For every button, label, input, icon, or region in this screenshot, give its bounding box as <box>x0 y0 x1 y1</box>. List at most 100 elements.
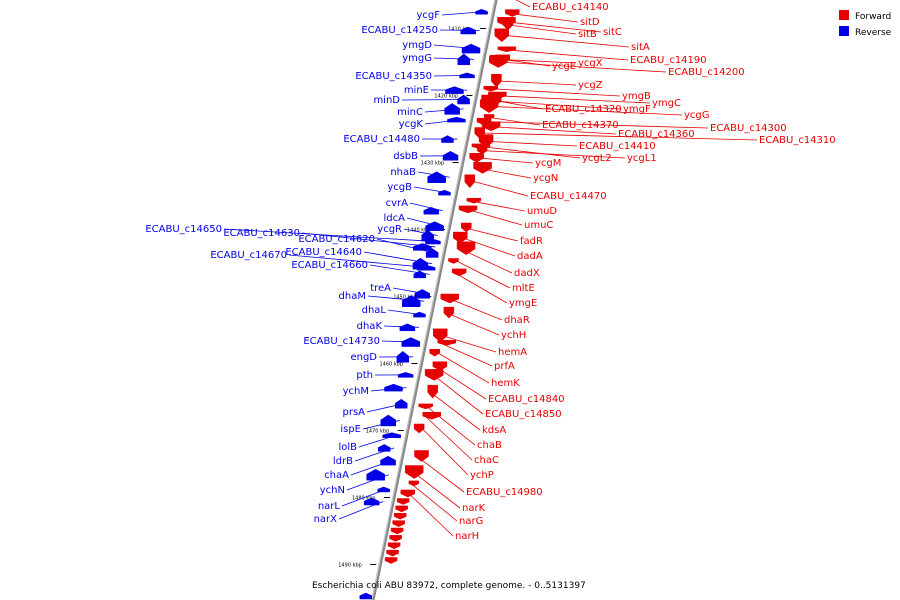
reverse-gene-label[interactable]: treA <box>370 283 391 294</box>
reverse-gene-label[interactable]: ECABU_c14650 <box>145 224 222 235</box>
forward-gene-label[interactable]: ECABU_c14370 <box>542 120 619 131</box>
forward-gene-label[interactable]: ECABU_c14360 <box>618 129 695 140</box>
forward-gene-label[interactable]: ycgE <box>552 61 576 72</box>
reverse-gene-arrow <box>366 468 385 481</box>
forward-gene-label[interactable]: mltE <box>512 283 535 294</box>
forward-gene-label[interactable]: ycgL1 <box>627 153 657 164</box>
forward-gene-label[interactable]: prfA <box>494 361 515 372</box>
forward-gene-arrow <box>429 349 440 357</box>
forward-gene-label[interactable]: kdsA <box>482 425 506 436</box>
forward-gene-label[interactable]: ycgL2 <box>582 153 612 164</box>
forward-gene-label[interactable]: ECABU_c14140 <box>532 2 609 13</box>
forward-gene-leader <box>466 209 523 226</box>
forward-gene-label[interactable]: ECABU_c14310 <box>759 135 836 146</box>
reverse-gene-label[interactable]: ymgD <box>402 40 432 51</box>
reverse-gene-arrow <box>416 264 436 271</box>
forward-gene-label[interactable]: ymgB <box>622 91 651 102</box>
forward-gene-label[interactable]: ymgC <box>652 98 681 109</box>
reverse-gene-label[interactable]: ECABU_c14350 <box>355 71 432 82</box>
reverse-gene-label[interactable]: ECABU_c14480 <box>343 134 420 145</box>
forward-gene-label[interactable]: ECABU_c14410 <box>579 141 656 152</box>
reverse-gene-label[interactable]: ychM <box>343 386 369 397</box>
forward-gene-label[interactable]: ECABU_c14200 <box>668 67 745 78</box>
forward-gene-label[interactable]: ycgN <box>533 173 558 184</box>
forward-gene-label[interactable]: narG <box>459 516 483 527</box>
reverse-gene-label[interactable]: ycgB <box>387 182 412 193</box>
forward-gene-leader <box>515 0 531 8</box>
reverse-gene-label[interactable]: dhaK <box>357 321 383 332</box>
forward-gene-label[interactable]: ECABU_c14190 <box>630 55 707 66</box>
reverse-gene-label[interactable]: pth <box>356 370 373 381</box>
forward-gene-label[interactable]: ECABU_c14470 <box>530 191 607 202</box>
reverse-gene-label[interactable]: ycgK <box>399 119 424 130</box>
reverse-gene-label[interactable]: ychN <box>320 485 345 496</box>
forward-gene-label[interactable]: ECABU_c14300 <box>710 123 787 134</box>
forward-gene-label[interactable]: dhaR <box>504 315 530 326</box>
forward-gene-label[interactable]: sitA <box>631 42 650 53</box>
reverse-gene-label[interactable]: engD <box>350 352 377 363</box>
forward-gene-label[interactable]: ycgG <box>684 110 710 121</box>
forward-gene-label[interactable]: sitB <box>578 29 597 40</box>
forward-gene-label[interactable]: chaB <box>477 440 502 451</box>
forward-gene-leader <box>504 24 577 35</box>
reverse-gene-label[interactable]: ispE <box>340 424 361 435</box>
reverse-gene-label[interactable]: minE <box>404 85 429 96</box>
forward-gene-leader <box>477 157 534 164</box>
reverse-gene-label[interactable]: nhaB <box>390 167 416 178</box>
reverse-gene-label[interactable]: ycgF <box>416 10 440 21</box>
forward-gene-label[interactable]: ychP <box>470 470 494 481</box>
reverse-gene-label[interactable]: minC <box>397 107 423 118</box>
forward-gene-label[interactable]: sitD <box>580 17 600 28</box>
forward-gene-label[interactable]: ycgZ <box>578 80 603 91</box>
forward-gene-label[interactable]: umuD <box>527 206 557 217</box>
reverse-gene-label[interactable]: lolB <box>338 442 357 453</box>
reverse-gene-label[interactable]: ECABU_c14630 <box>223 228 300 239</box>
reverse-gene-leader <box>381 340 416 343</box>
forward-gene-label[interactable]: ECABU_c14980 <box>466 487 543 498</box>
forward-gene-leader <box>434 365 487 400</box>
forward-gene-label[interactable]: ECABU_c14850 <box>485 409 562 420</box>
reverse-gene-label[interactable]: narL <box>318 501 341 512</box>
reverse-gene-label[interactable]: dsbB <box>393 151 418 162</box>
forward-gene-label[interactable]: ymgF <box>623 104 651 115</box>
forward-gene-label[interactable]: ycgM <box>535 158 561 169</box>
reverse-gene-label[interactable]: ECABU_c14620 <box>298 234 375 245</box>
reverse-gene-label[interactable]: minD <box>373 95 400 106</box>
forward-gene-label[interactable]: fadR <box>520 236 543 247</box>
reverse-gene-label[interactable]: narX <box>314 514 338 525</box>
reverse-gene-label[interactable]: chaA <box>324 470 349 481</box>
kbp-tick-label: 1410 kbp <box>448 27 472 33</box>
forward-gene-label[interactable]: ymgE <box>509 298 537 309</box>
forward-gene-label[interactable]: dadA <box>517 251 543 262</box>
forward-gene-label[interactable]: umuC <box>524 220 553 231</box>
reverse-gene-label[interactable]: ECABU_c14670 <box>210 250 287 261</box>
reverse-gene-label[interactable]: ECABU_c14640 <box>285 247 362 258</box>
reverse-gene-label[interactable]: ycgR <box>377 224 402 235</box>
reverse-gene-label[interactable]: ECABU_c14660 <box>291 260 368 271</box>
forward-gene-arrow <box>473 162 492 174</box>
reverse-gene-label[interactable]: dhaM <box>339 291 366 302</box>
reverse-gene-label[interactable]: ldcA <box>384 213 406 224</box>
forward-gene-leader <box>505 21 602 33</box>
forward-gene-label[interactable]: ycgX <box>578 58 603 69</box>
reverse-gene-label[interactable]: ECABU_c14730 <box>303 336 380 347</box>
reverse-gene-label[interactable]: cvrA <box>386 198 409 209</box>
forward-gene-label[interactable]: ECABU_c14840 <box>488 394 565 405</box>
forward-gene-label[interactable]: narK <box>462 503 486 514</box>
forward-gene-label[interactable]: ECABU_c14320 <box>545 104 622 115</box>
reverse-gene-label[interactable]: ECABU_c14250 <box>361 25 438 36</box>
forward-gene-label[interactable]: dadX <box>514 268 540 279</box>
forward-gene-leader <box>448 298 503 321</box>
reverse-gene-leader <box>433 44 477 49</box>
forward-gene-label[interactable]: ychH <box>501 330 526 341</box>
forward-gene-label[interactable]: chaC <box>474 455 499 466</box>
reverse-gene-label[interactable]: dhaL <box>362 305 387 316</box>
forward-gene-label[interactable]: narH <box>455 531 479 542</box>
reverse-gene-label[interactable]: prsA <box>342 407 365 418</box>
reverse-gene-label[interactable]: ymgG <box>402 53 432 64</box>
reverse-gene-label[interactable]: ldrB <box>333 456 353 467</box>
forward-gene-label[interactable]: sitC <box>603 27 622 38</box>
forward-gene-label[interactable]: hemK <box>491 378 520 389</box>
forward-gene-label[interactable]: hemA <box>498 347 527 358</box>
forward-gene-leader <box>497 61 667 73</box>
